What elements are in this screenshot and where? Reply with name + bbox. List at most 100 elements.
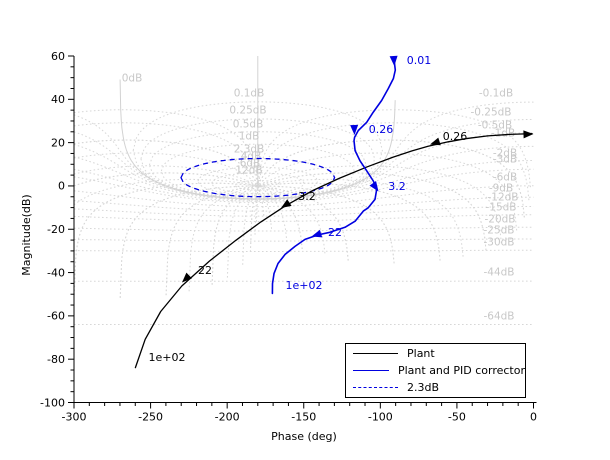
x-tick-label: 0 xyxy=(530,411,537,424)
x-tick-label: -300 xyxy=(62,411,87,424)
frequency-direction-arrow xyxy=(311,229,323,238)
grid-gain-label: -12dB xyxy=(487,192,518,204)
legend-label-contour: 2.3dB xyxy=(407,381,440,394)
x-tick-label: -200 xyxy=(215,411,240,424)
iso-gain-curve xyxy=(74,168,534,203)
grid-gain-label: -0.25dB xyxy=(470,107,511,119)
frequency-label: 1e+02 xyxy=(149,351,186,364)
iso-phase-curve xyxy=(74,172,303,250)
legend-item-contour: 2.3dB xyxy=(346,379,525,396)
iso-phase-curve xyxy=(74,165,288,242)
x-tick-label: -100 xyxy=(368,411,393,424)
y-tick-label: 40 xyxy=(51,93,65,106)
y-axis-title: Magnitude(dB) xyxy=(20,194,33,275)
x-axis-title: Phase (deg) xyxy=(271,430,337,443)
frequency-direction-arrow xyxy=(369,181,379,192)
frequency-label: 22 xyxy=(198,264,212,277)
iso-gain-curve xyxy=(74,185,534,208)
y-tick-label: -80 xyxy=(47,353,65,366)
iso-gain-curve xyxy=(74,206,534,217)
iso-gain-curve xyxy=(119,79,396,200)
grid-gain-label: -0.1dB xyxy=(479,88,513,100)
iso-gain-curve xyxy=(74,238,534,242)
legend-label-plant: Plant xyxy=(407,347,435,360)
frequency-label: 0.26 xyxy=(443,130,468,143)
frequency-direction-arrow xyxy=(430,137,441,146)
iso-gain-curve xyxy=(74,196,534,212)
grid-gain-label: 2.3dB xyxy=(234,144,265,156)
iso-phase-curve xyxy=(226,165,503,278)
grid-gain-label: 1dB xyxy=(239,131,260,143)
frequency-direction-arrow xyxy=(523,130,534,139)
frequency-label: 0.01 xyxy=(407,54,432,67)
grid-gain-label: -2dB xyxy=(493,148,517,160)
iso-gain-curve xyxy=(74,132,534,200)
iso-gain-curve xyxy=(74,160,534,202)
y-tick-label: -60 xyxy=(47,310,65,323)
grid-gain-label: -9dB xyxy=(489,183,513,195)
legend: Plant Plant and PID corrector 2.3dB xyxy=(345,343,526,398)
iso-phase-curve xyxy=(256,109,532,222)
y-tick-label: -40 xyxy=(47,266,65,279)
grid-gain-label: 6dB xyxy=(240,158,261,170)
frequency-direction-arrow xyxy=(389,55,398,66)
frequency-label: 1e+02 xyxy=(286,279,323,292)
iso-phase-curve xyxy=(242,152,518,265)
frequency-direction-arrow xyxy=(182,272,192,283)
grid-gain-label: -1dB xyxy=(491,128,515,140)
iso-phase-curve xyxy=(249,139,525,252)
legend-line-plant xyxy=(353,353,398,354)
axes: -300 -250 -200 -150 -100 -50 0 60 40 20 0 -20 -40 -60… xyxy=(40,50,537,424)
frequency-labels: 0.26 3.2 22 1e+02 0.01 0.26 3.2 22 1e+02 xyxy=(149,54,468,364)
iso-phase-curve xyxy=(74,139,265,217)
y-tick-label: 20 xyxy=(51,136,65,149)
iso-phase-curve xyxy=(254,122,530,235)
iso-gain-curve xyxy=(74,101,534,200)
iso-gain-curve xyxy=(211,172,305,195)
grid-gain-label: -15dB xyxy=(485,202,516,214)
grid-gain-label: 0.25dB xyxy=(229,105,266,117)
legend-item-plant: Plant xyxy=(346,345,525,362)
iso-gain-curve xyxy=(74,249,534,252)
iso-gain-curve xyxy=(234,180,281,191)
curve-plant xyxy=(134,133,533,369)
iso-phase-curve xyxy=(119,185,395,298)
iso-phase-curve xyxy=(74,152,273,230)
direction-arrows xyxy=(182,55,534,283)
iso-phase-curve xyxy=(74,109,259,186)
y-tick-label: 60 xyxy=(51,50,65,63)
y-tick-label: 0 xyxy=(58,180,65,193)
iso-phase-curve xyxy=(74,122,260,200)
legend-line-pid xyxy=(353,370,389,371)
legend-label-pid: Plant and PID corrector xyxy=(397,364,525,377)
grid-gain-label: 0dB xyxy=(122,73,143,85)
y-tick-label: -100 xyxy=(40,396,65,409)
iso-gain-curve xyxy=(74,214,534,222)
frequency-label: 22 xyxy=(328,226,342,239)
iso-gain-curve xyxy=(74,226,534,232)
legend-item-pid: Plant and PID corrector xyxy=(346,362,525,379)
grid-gain-label: -44dB xyxy=(483,267,514,279)
frequency-direction-arrow xyxy=(350,124,359,135)
iso-gain-curve xyxy=(160,143,355,199)
frequency-label: 3.2 xyxy=(298,190,316,203)
contour-2-3db-dashed xyxy=(180,157,336,198)
frequency-direction-arrow xyxy=(281,199,292,208)
grid-gain-label: 4dB xyxy=(241,151,262,163)
grid-gain-label: 0.5dB xyxy=(233,119,264,131)
grid-gain-label: -25dB xyxy=(483,225,514,237)
legend-line-contour xyxy=(353,387,398,388)
grid-gain-label: -6dB xyxy=(493,172,517,184)
iso-gain-curve xyxy=(132,101,383,200)
m-circle-2-3db-contour xyxy=(180,157,336,198)
grid-gain-label: 0.1dB xyxy=(234,88,265,100)
iso-phase-curve xyxy=(211,172,487,285)
grid-gain-label: -64dB xyxy=(483,311,514,323)
iso-gain-curve xyxy=(74,145,534,201)
iso-phase-curve xyxy=(188,178,464,292)
x-tick-label: -50 xyxy=(448,411,466,424)
y-tick-label: -20 xyxy=(47,223,65,236)
